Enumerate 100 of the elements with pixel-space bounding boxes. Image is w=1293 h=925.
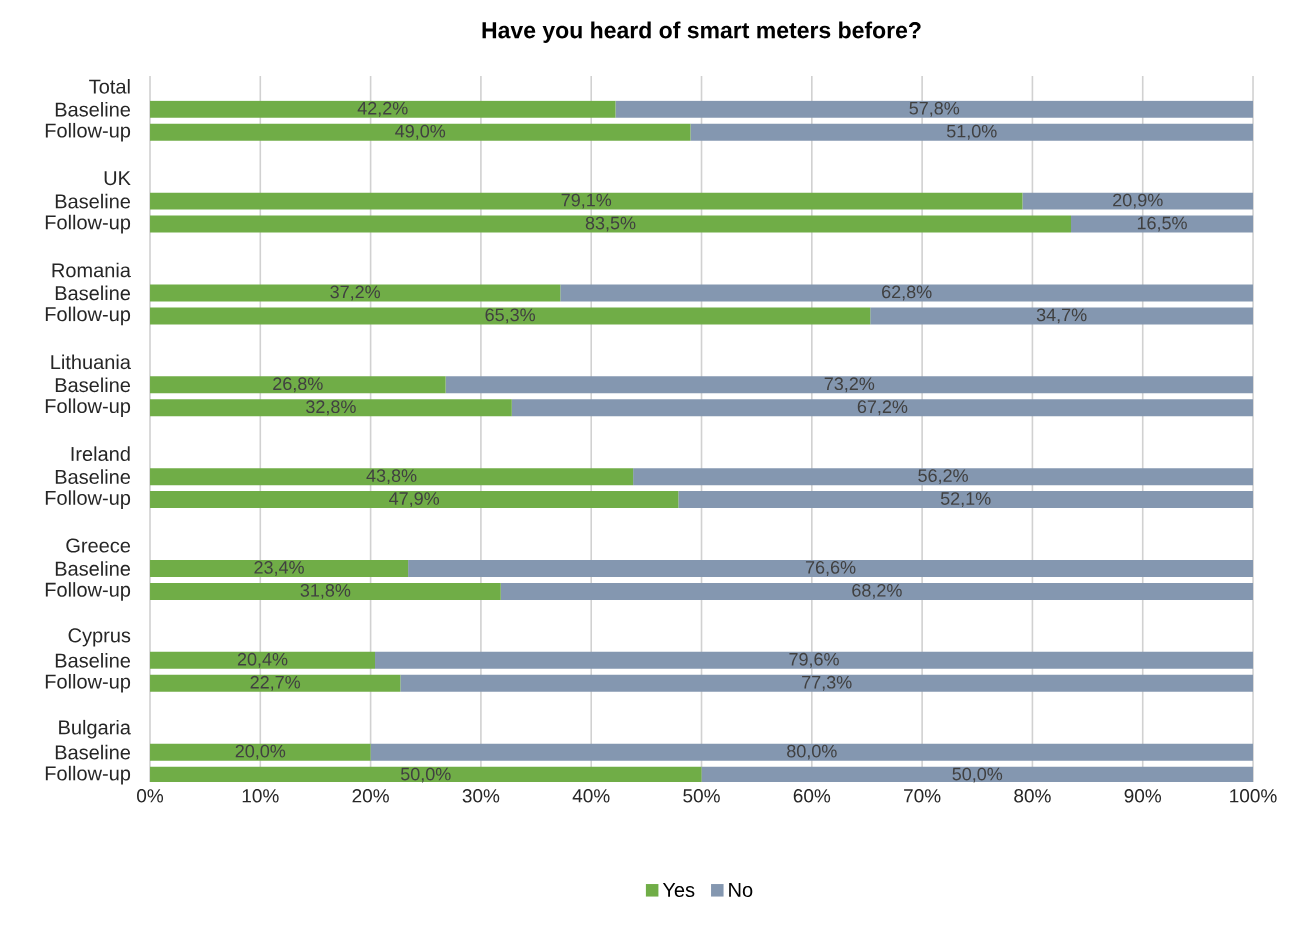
x-tick-label: 0% <box>137 789 164 803</box>
bar <box>445 376 1254 394</box>
bar <box>150 468 634 486</box>
bar <box>150 399 512 417</box>
data-label: 52,1% <box>940 492 991 508</box>
y-tick-label: Follow-up <box>45 582 131 601</box>
x-tick-label: 70% <box>904 789 941 803</box>
y-tick-label: Total <box>89 78 130 94</box>
data-label: 79,6% <box>789 652 839 668</box>
bar <box>150 674 401 692</box>
data-label: 26,8% <box>273 377 323 393</box>
bar <box>370 743 1254 761</box>
y-tick-label: Bulgaria <box>59 719 131 739</box>
bar <box>150 559 409 577</box>
data-label: 32,8% <box>306 400 356 416</box>
data-label: 62,8% <box>882 285 932 301</box>
y-tick-label: Follow-up <box>45 122 131 142</box>
y-tick-label: Baseline <box>55 652 131 668</box>
bar <box>150 766 702 783</box>
bar <box>150 100 616 118</box>
data-label: 51,0% <box>946 124 997 140</box>
bar <box>1022 192 1254 210</box>
y-tick-label: Follow-up <box>45 214 131 234</box>
data-label: 76,6% <box>805 561 856 576</box>
x-tick-label: 90% <box>1124 789 1162 803</box>
y-tick-label: Follow-up <box>45 398 131 418</box>
data-label: 79,1% <box>561 193 612 209</box>
y-tick-label: Baseline <box>55 101 131 117</box>
data-label: 20,0% <box>235 744 286 760</box>
y-tick-label: UK <box>104 171 131 186</box>
chart-title: Have you heard of smart meters before? <box>482 21 921 43</box>
y-tick-label: Follow-up <box>45 765 131 785</box>
bar <box>633 468 1254 486</box>
data-label: 43,8% <box>366 469 417 485</box>
data-label: 50,0% <box>400 767 451 783</box>
data-label: 67,2% <box>857 400 908 416</box>
data-label: 73,2% <box>824 377 875 393</box>
bar <box>150 284 561 302</box>
y-tick-label: Follow-up <box>45 306 131 326</box>
y-tick-label: Romania <box>52 262 131 278</box>
legend-label: No <box>729 883 753 898</box>
data-label: 47,9% <box>389 492 440 508</box>
data-label: 80,0% <box>787 744 837 760</box>
bar <box>408 559 1254 577</box>
bar <box>150 376 446 394</box>
bar <box>150 582 501 600</box>
data-label: 20,9% <box>1113 193 1163 209</box>
y-tick-label: Baseline <box>55 469 131 484</box>
data-label: 42,2% <box>357 101 408 117</box>
bar <box>150 192 1023 210</box>
y-tick-label: Baseline <box>55 561 131 576</box>
y-tick-label: Ireland <box>71 446 130 462</box>
bar <box>511 399 1254 417</box>
y-tick-label: Follow-up <box>45 490 131 509</box>
bar <box>870 307 1254 325</box>
data-label: 57,8% <box>909 101 960 117</box>
data-label: 34,7% <box>1036 308 1087 324</box>
y-tick-label: Baseline <box>55 744 131 760</box>
bar <box>150 307 871 325</box>
data-label: 56,2% <box>918 469 968 485</box>
x-tick-label: 50% <box>683 789 720 803</box>
x-tick-label: 30% <box>462 789 500 803</box>
legend-label: Yes <box>662 883 695 898</box>
data-label: 20,4% <box>237 652 288 668</box>
x-tick-label: 100% <box>1230 789 1277 803</box>
data-label: 77,3% <box>802 675 852 691</box>
bar <box>150 123 691 141</box>
bar <box>400 674 1254 692</box>
bar <box>150 651 376 669</box>
y-tick-label: Baseline <box>55 193 131 209</box>
data-label: 37,2% <box>330 285 381 301</box>
bar <box>701 766 1254 783</box>
data-label: 68,2% <box>852 583 902 599</box>
data-label: 49,0% <box>395 124 446 140</box>
x-tick-label: 60% <box>793 789 831 803</box>
data-label: 50,0% <box>952 767 1003 783</box>
bar <box>150 491 679 509</box>
y-tick-label: Cyprus <box>68 628 131 647</box>
data-label: 22,7% <box>250 675 301 691</box>
bar <box>150 743 371 761</box>
bar <box>678 491 1254 509</box>
data-label: 16,5% <box>1137 216 1187 232</box>
x-tick-label: 40% <box>572 789 610 803</box>
data-label: 83,5% <box>585 216 636 232</box>
y-tick-label: Follow-up <box>45 673 131 693</box>
bar <box>615 100 1254 118</box>
y-tick-label: Baseline <box>55 285 131 301</box>
x-tick-label: 20% <box>352 789 389 803</box>
data-label: 23,4% <box>254 561 304 576</box>
bar <box>500 582 1254 600</box>
data-label: 65,3% <box>485 308 536 324</box>
data-label: 31,8% <box>300 583 351 599</box>
y-tick-label: Baseline <box>55 377 131 393</box>
x-tick-label: 10% <box>242 789 279 803</box>
y-tick-label: Lithuania <box>51 354 131 370</box>
bar <box>150 215 1072 233</box>
bar <box>375 651 1254 669</box>
bar <box>560 284 1254 302</box>
x-tick-label: 80% <box>1014 789 1051 803</box>
y-tick-label: Greece <box>66 538 131 553</box>
